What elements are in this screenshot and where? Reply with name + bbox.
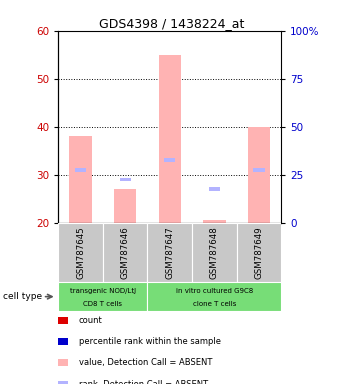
Bar xyxy=(114,189,137,223)
Text: GSM787648: GSM787648 xyxy=(210,226,219,279)
Bar xyxy=(158,55,181,223)
Text: in vitro cultured G9C8: in vitro cultured G9C8 xyxy=(176,288,253,295)
Bar xyxy=(58,282,147,311)
Text: CD8 T cells: CD8 T cells xyxy=(83,301,122,307)
Text: percentile rank within the sample: percentile rank within the sample xyxy=(79,337,221,346)
Bar xyxy=(69,136,92,223)
Text: GSM787649: GSM787649 xyxy=(255,226,263,279)
Text: clone T cells: clone T cells xyxy=(193,301,236,307)
Text: count: count xyxy=(79,316,103,325)
Bar xyxy=(164,159,175,162)
Bar xyxy=(75,168,86,172)
Text: transgenic NOD/LtJ: transgenic NOD/LtJ xyxy=(70,288,136,295)
Bar xyxy=(120,177,131,182)
Text: rank, Detection Call = ABSENT: rank, Detection Call = ABSENT xyxy=(79,379,208,384)
Bar xyxy=(147,282,281,311)
Bar xyxy=(203,220,226,223)
Bar xyxy=(103,223,147,282)
Text: GDS4398 / 1438224_at: GDS4398 / 1438224_at xyxy=(99,17,244,30)
Text: cell type: cell type xyxy=(3,292,43,301)
Bar xyxy=(147,223,192,282)
Bar xyxy=(209,187,220,191)
Bar xyxy=(192,223,237,282)
Text: value, Detection Call = ABSENT: value, Detection Call = ABSENT xyxy=(79,358,212,367)
Bar xyxy=(58,223,103,282)
Text: GSM787645: GSM787645 xyxy=(76,226,85,279)
Text: GSM787647: GSM787647 xyxy=(165,226,174,279)
Bar xyxy=(253,168,264,172)
Bar xyxy=(237,223,281,282)
Text: GSM787646: GSM787646 xyxy=(121,226,130,279)
Bar xyxy=(248,127,270,223)
